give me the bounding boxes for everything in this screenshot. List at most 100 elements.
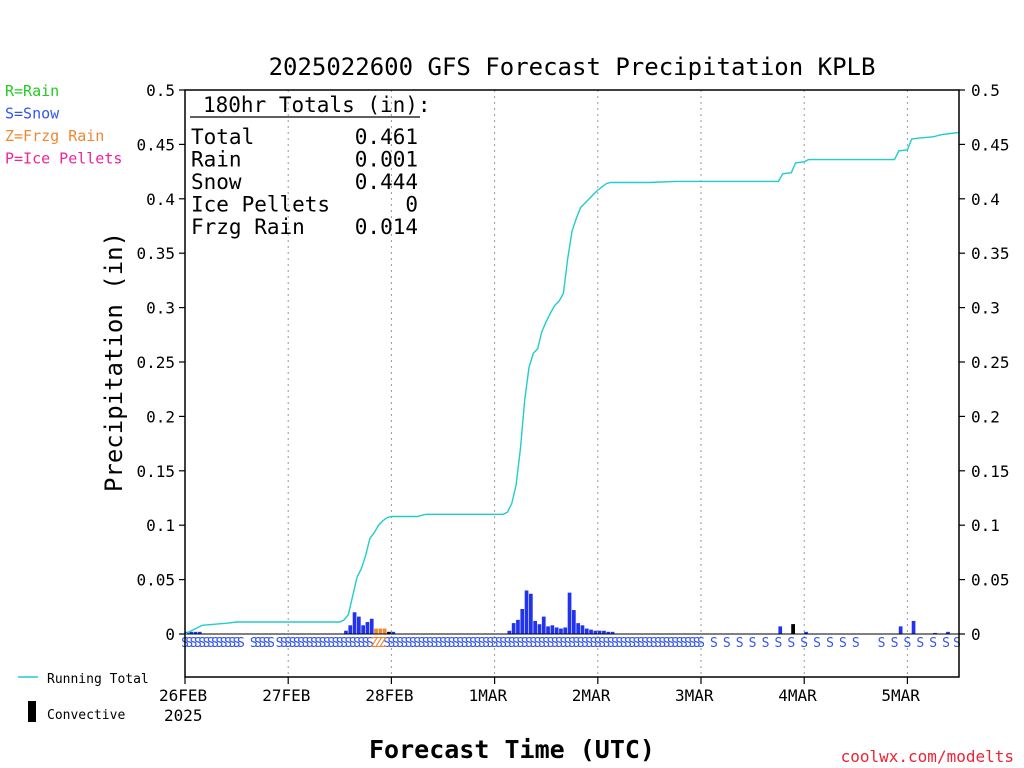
- snow-bar: [193, 631, 198, 634]
- snow-marker: S: [508, 636, 516, 651]
- snow-bar: [197, 631, 202, 634]
- snow-marker: S: [289, 636, 297, 651]
- type-legend-entry: S=Snow: [5, 105, 60, 123]
- snow-marker: S: [211, 636, 219, 651]
- snow-bar: [352, 612, 357, 634]
- snow-marker: S: [452, 636, 460, 651]
- snow-marker: S: [774, 636, 782, 651]
- snow-marker: S: [736, 636, 744, 651]
- snow-marker: S: [839, 636, 847, 651]
- snow-marker: S: [624, 636, 632, 651]
- snow-marker: S: [916, 636, 924, 651]
- snow-marker: S: [233, 636, 241, 651]
- y-tick-label-right: 0.05: [971, 571, 1010, 590]
- running-total-line: [184, 131, 960, 635]
- snow-marker: S: [215, 636, 223, 651]
- snow-marker: S: [953, 636, 961, 651]
- snow-marker: S: [813, 636, 821, 651]
- x-tick-label: 5MAR: [881, 686, 920, 705]
- snow-marker: S: [456, 636, 464, 651]
- y-tick-label-left: 0.05: [136, 571, 175, 590]
- snow-bar: [546, 626, 550, 634]
- snow-marker: S: [409, 636, 417, 651]
- snow-marker: S: [534, 636, 542, 651]
- snow-bar: [898, 626, 903, 634]
- x-tick-label: 28FEB: [365, 686, 413, 705]
- snow-marker: S: [929, 636, 937, 651]
- snow-marker: S: [547, 636, 555, 651]
- snow-bar: [391, 631, 396, 634]
- snow-bar: [348, 625, 353, 634]
- snow-marker: S: [293, 636, 301, 651]
- snow-marker: S: [366, 636, 374, 651]
- snow-bar: [804, 631, 808, 634]
- snow-marker: S: [422, 636, 430, 651]
- snow-marker: S: [418, 636, 426, 651]
- snow-marker: S: [654, 636, 662, 651]
- snow-marker: S: [693, 636, 701, 651]
- snow-marker: S: [495, 636, 503, 651]
- snow-marker: S: [276, 636, 284, 651]
- credit-link[interactable]: coolwx.com/modelts: [841, 747, 1014, 766]
- snow-bar: [580, 625, 585, 634]
- snow-marker: S: [762, 636, 770, 651]
- snow-marker: S: [185, 636, 193, 651]
- snow-marker: S: [542, 636, 550, 651]
- snow-marker: S: [203, 636, 211, 651]
- snow-marker: S: [327, 636, 335, 651]
- x-tick-label: 1MAR: [469, 686, 508, 705]
- bottom-legend: Running Total Convective: [18, 672, 149, 723]
- snow-marker: S: [349, 636, 357, 651]
- y-tick-label-left: 0.25: [136, 353, 175, 372]
- snow-marker: S: [615, 636, 623, 651]
- snow-marker: S: [585, 636, 593, 651]
- snow-marker: S: [254, 636, 262, 651]
- snow-marker: S: [525, 636, 533, 651]
- snow-bar: [567, 592, 572, 634]
- snow-marker: S: [237, 636, 245, 651]
- snow-marker: S: [633, 636, 641, 651]
- snow-marker: S: [478, 636, 486, 651]
- freezing-rain-bar: [382, 628, 387, 634]
- snow-marker: S: [504, 636, 512, 651]
- snow-marker: S: [852, 636, 860, 651]
- snow-marker: S: [590, 636, 598, 651]
- year-label: 2025: [164, 706, 203, 725]
- snow-marker: S: [512, 636, 520, 651]
- snow-marker: S: [400, 636, 408, 651]
- snow-bar: [610, 631, 615, 634]
- y-tick-label-right: 0.2: [971, 407, 1000, 426]
- snow-marker: S: [628, 636, 636, 651]
- y-tick-label-right: 0.25: [971, 353, 1010, 372]
- snow-marker: S: [826, 636, 834, 651]
- snow-bar: [576, 623, 580, 634]
- snow-bar: [933, 632, 937, 634]
- snow-bar: [593, 630, 598, 634]
- snow-marker: S: [250, 636, 258, 651]
- y-tick-label-left: 0.35: [136, 244, 175, 263]
- snow-bar: [572, 610, 576, 634]
- snow-bar: [584, 628, 589, 634]
- snow-bar: [507, 630, 512, 634]
- snow-bar: [606, 631, 611, 634]
- x-tick-label: 27FEB: [262, 686, 310, 705]
- y-tick-label-left: 0.1: [146, 516, 175, 535]
- snow-marker: S: [594, 636, 602, 651]
- snow-bar: [524, 590, 529, 634]
- x-tick-label: 26FEB: [159, 686, 207, 705]
- snow-marker: S: [667, 636, 675, 651]
- freezing-rain-marker: Z: [379, 636, 387, 651]
- snow-marker: S: [448, 636, 456, 651]
- snow-marker: S: [663, 636, 671, 651]
- snow-marker: S: [439, 636, 447, 651]
- snow-marker: S: [332, 636, 340, 651]
- x-tick-label: 3MAR: [675, 686, 714, 705]
- totals-row-label: Rain: [191, 148, 242, 172]
- snow-bar: [554, 627, 559, 634]
- snow-marker: S: [306, 636, 314, 651]
- snow-marker: S: [362, 636, 370, 651]
- snow-marker: S: [344, 636, 352, 651]
- snow-bar: [550, 625, 555, 634]
- totals-row-label: Total: [191, 125, 254, 149]
